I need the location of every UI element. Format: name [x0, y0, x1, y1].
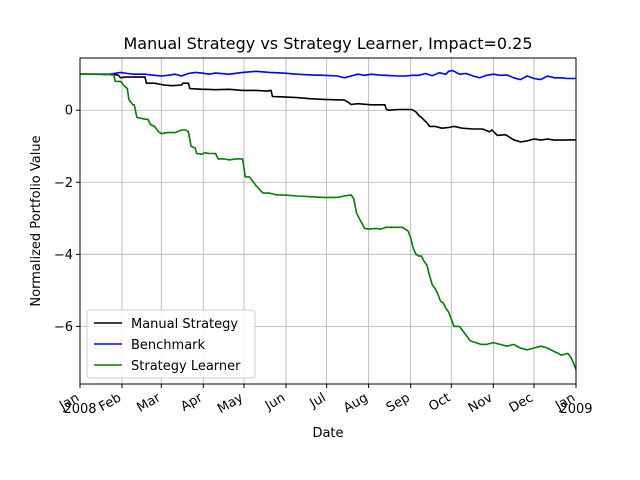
grid	[79, 58, 577, 384]
chart-title: Manual Strategy vs Strategy Learner, Imp…	[123, 34, 532, 53]
y-tick-label: −2	[54, 176, 73, 191]
y-tick-label: −4	[54, 248, 73, 263]
x-axis-label: Date	[312, 426, 343, 441]
legend-label-strategy-learner: Strategy Learner	[131, 359, 241, 374]
series-line-benchmark	[80, 69, 576, 81]
x-tick-label: Jul	[307, 390, 329, 411]
y-tick-label: −6	[54, 320, 73, 335]
series-line-manual-strategy	[80, 73, 577, 143]
x-year-label: 2008	[63, 402, 96, 417]
plot-frame	[79, 57, 577, 385]
legend-label-manual-strategy: Manual Strategy	[131, 317, 238, 332]
y-axis-label: Normalized Portfolio Value	[29, 135, 44, 306]
series-line-strategy-learner	[80, 73, 577, 370]
y-tick-label: 0	[65, 104, 73, 119]
series-group	[80, 69, 577, 370]
y-axis: −6 −4 −2 0	[54, 104, 80, 335]
legend: Manual Strategy Benchmark Strategy Learner	[86, 309, 256, 379]
legend-label-benchmark: Benchmark	[131, 338, 206, 353]
legend-box	[86, 309, 256, 379]
x-year-label: 2009	[559, 402, 592, 417]
